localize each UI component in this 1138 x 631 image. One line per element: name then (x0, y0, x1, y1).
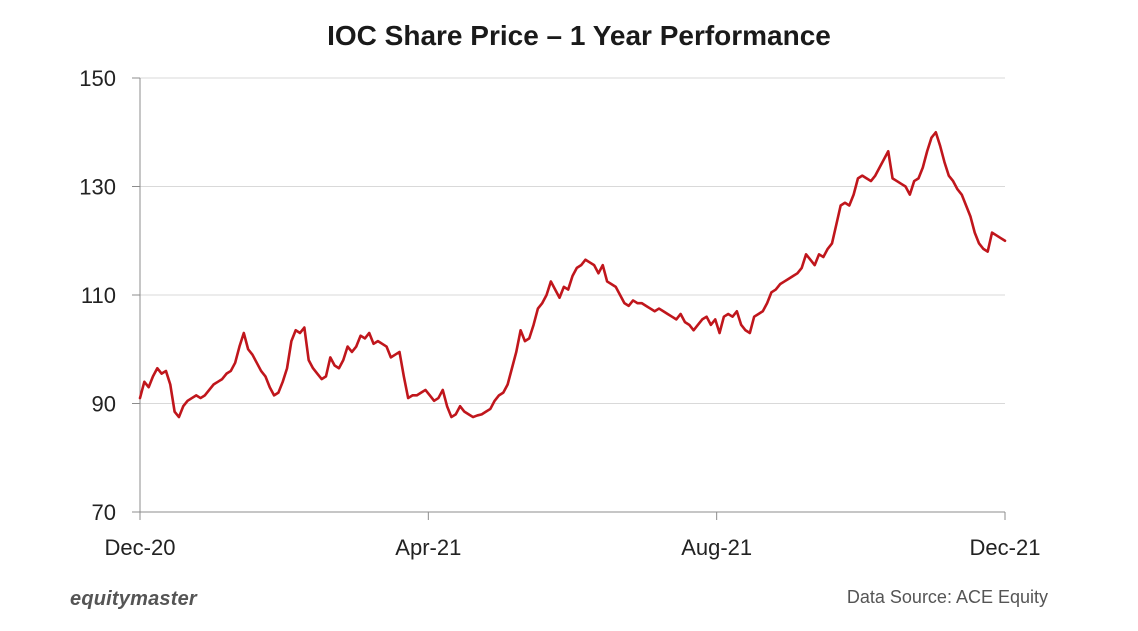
y-tick-label: 150 (79, 66, 116, 91)
brand-logo: equitymaster (70, 588, 197, 610)
x-tick-label: Aug-21 (681, 535, 752, 560)
y-tick-label: 90 (92, 392, 116, 417)
x-tick-label: Dec-20 (105, 535, 176, 560)
grid-lines (140, 77, 1005, 404)
tick-labels: 70 90 110 130 150 Dec-20 Apr-21 Aug-21 Dec-21 (79, 66, 1040, 560)
x-tick-label: Apr-21 (395, 535, 461, 560)
chart-title: IOC Share Price – 1 Year Performance (327, 20, 831, 51)
y-tick-label: 70 (92, 500, 116, 525)
series-line-ioc-share-price (138, 130, 1007, 419)
y-tick-label: 110 (81, 283, 116, 308)
axes (132, 77, 1006, 520)
y-tick-label: 130 (79, 175, 116, 200)
data-source-note: Data Source: ACE Equity (846, 587, 1048, 607)
x-tick-label: Dec-21 (970, 535, 1041, 560)
series-layer (138, 130, 1007, 419)
